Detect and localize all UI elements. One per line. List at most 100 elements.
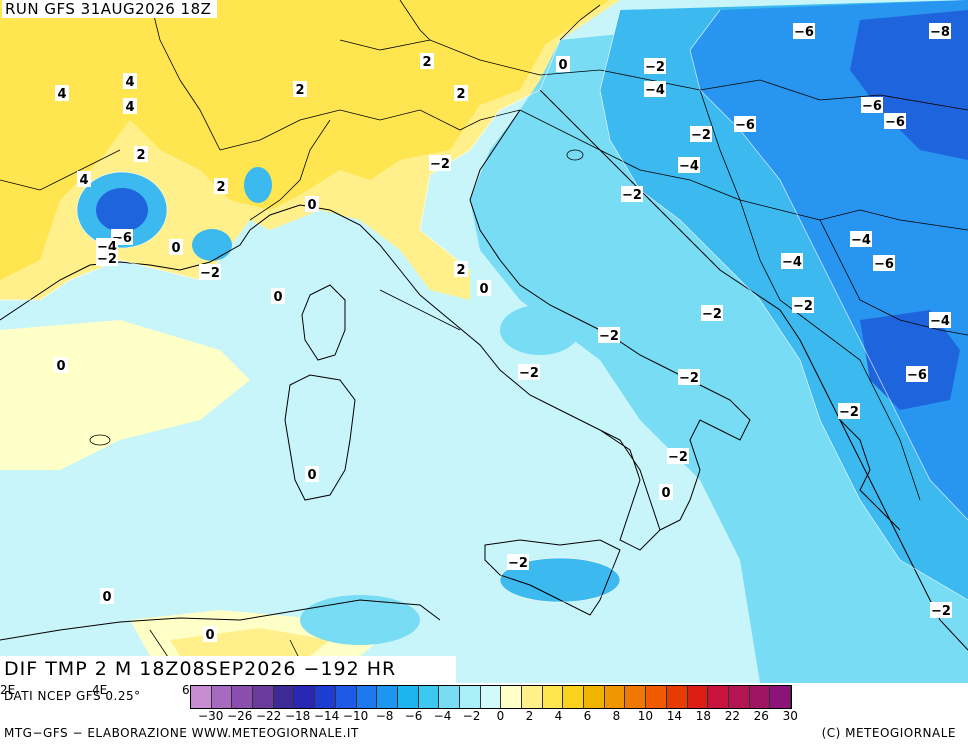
color-swatch xyxy=(666,686,688,708)
contour-label: 4 xyxy=(123,98,137,115)
svg-text:0: 0 xyxy=(661,486,670,501)
svg-text:−2: −2 xyxy=(430,157,450,172)
contour-label: −6 xyxy=(884,113,906,130)
svg-text:−6: −6 xyxy=(862,99,882,114)
svg-text:0: 0 xyxy=(102,590,111,605)
color-swatch xyxy=(480,686,502,708)
color-swatch xyxy=(294,686,316,708)
run-label: RUN GFS 31AUG2026 18Z xyxy=(2,0,218,18)
svg-text:2: 2 xyxy=(456,263,465,278)
svg-text:−2: −2 xyxy=(519,366,539,381)
contour-label: −4 xyxy=(678,157,700,174)
svg-text:−4: −4 xyxy=(645,83,665,98)
color-scale-tick: −4 xyxy=(433,709,452,723)
edge-tick-2e: 2E xyxy=(0,683,16,697)
svg-text:−6: −6 xyxy=(907,368,927,383)
svg-text:−6: −6 xyxy=(735,118,755,133)
contour-label: −8 xyxy=(929,23,951,40)
color-scale-tick: −8 xyxy=(375,709,394,723)
contour-label: 0 xyxy=(305,466,319,483)
svg-text:2: 2 xyxy=(422,55,431,70)
color-scale-tick: −2 xyxy=(462,709,481,723)
contour-label: 0 xyxy=(659,484,673,501)
color-swatch xyxy=(315,686,336,708)
cool-patch-south-italy xyxy=(605,340,675,380)
svg-text:−2: −2 xyxy=(622,188,642,203)
svg-text:0: 0 xyxy=(171,241,180,256)
color-scale-tick: −26 xyxy=(227,709,253,723)
contour-label: −6 xyxy=(861,97,883,114)
color-scale xyxy=(190,685,792,709)
svg-text:−2: −2 xyxy=(200,266,220,281)
svg-text:−2: −2 xyxy=(508,556,528,571)
color-swatch xyxy=(397,686,419,708)
svg-text:0: 0 xyxy=(205,628,214,643)
color-swatch xyxy=(604,686,626,708)
contour-label: −4 xyxy=(644,81,666,98)
contour-label: −6 xyxy=(906,366,928,383)
contour-label: −4 xyxy=(850,231,872,248)
cool-patch-central-italy xyxy=(500,305,580,355)
svg-text:4: 4 xyxy=(79,173,88,188)
svg-text:−4: −4 xyxy=(930,314,950,329)
svg-text:4: 4 xyxy=(57,87,66,102)
warm-region-west-core xyxy=(0,0,610,280)
color-scale-tick: −30 xyxy=(198,709,224,723)
color-swatch xyxy=(749,686,771,708)
contour-label: 0 xyxy=(271,288,285,305)
contour-label: 2 xyxy=(454,85,468,102)
color-scale-tick: −10 xyxy=(342,709,369,723)
svg-text:−2: −2 xyxy=(679,371,699,386)
contour-label: 0 xyxy=(100,588,114,605)
color-scale-tick: 10 xyxy=(637,709,654,723)
svg-text:2: 2 xyxy=(136,148,145,163)
color-swatch xyxy=(377,686,398,708)
contour-label: −2 xyxy=(621,186,643,203)
svg-text:0: 0 xyxy=(273,290,282,305)
color-scale-tick: 8 xyxy=(612,709,621,723)
map-title: DIF TMP 2 M 18Z08SEP2026 −192 HR xyxy=(0,656,456,683)
lakes xyxy=(89,149,584,446)
color-swatch xyxy=(501,686,522,708)
contour-label: −2 xyxy=(930,602,952,619)
contour-label: −6 xyxy=(734,116,756,133)
contour-label: −6 xyxy=(873,255,895,272)
contour-lines xyxy=(0,9,968,603)
contour-label: −2 xyxy=(667,448,689,465)
svg-text:4: 4 xyxy=(125,75,134,90)
svg-text:−4: −4 xyxy=(679,159,699,174)
svg-text:−2: −2 xyxy=(691,128,711,143)
contour-label: 0 xyxy=(203,626,217,643)
cold-spot-alps xyxy=(244,167,272,203)
color-scale-tick: 14 xyxy=(666,709,683,723)
color-scale-tick: 22 xyxy=(724,709,740,723)
svg-text:−2: −2 xyxy=(839,405,859,420)
color-scale-tick: 30 xyxy=(782,709,798,723)
color-scale-tick: −22 xyxy=(255,709,282,723)
color-swatch xyxy=(770,686,791,708)
contour-label: −2 xyxy=(690,126,712,143)
contour-label: −2 xyxy=(507,554,529,571)
color-swatch xyxy=(439,686,460,708)
contour-label: 2 xyxy=(420,53,434,70)
color-scale-tick: −6 xyxy=(404,709,423,723)
contour-label: −2 xyxy=(792,297,814,314)
credit-right: (C) METEOGIORNALE xyxy=(821,726,956,740)
color-swatch xyxy=(459,686,481,708)
credit-left: MTG−GFS − ELABORAZIONE WWW.METEOGIORNALE… xyxy=(4,726,359,740)
contour-label: 0 xyxy=(556,56,570,73)
svg-text:2: 2 xyxy=(456,87,465,102)
color-swatch xyxy=(584,686,605,708)
svg-text:0: 0 xyxy=(56,359,65,374)
color-scale-tick: −18 xyxy=(284,709,311,723)
svg-text:−8: −8 xyxy=(930,25,950,40)
svg-text:0: 0 xyxy=(307,468,316,483)
contour-label: 4 xyxy=(55,85,69,102)
color-swatch xyxy=(232,686,254,708)
svg-text:−6: −6 xyxy=(885,115,905,130)
svg-text:−2: −2 xyxy=(702,307,722,322)
color-swatch xyxy=(625,686,647,708)
color-scale-tick: −14 xyxy=(313,709,340,723)
color-swatch xyxy=(273,686,295,708)
